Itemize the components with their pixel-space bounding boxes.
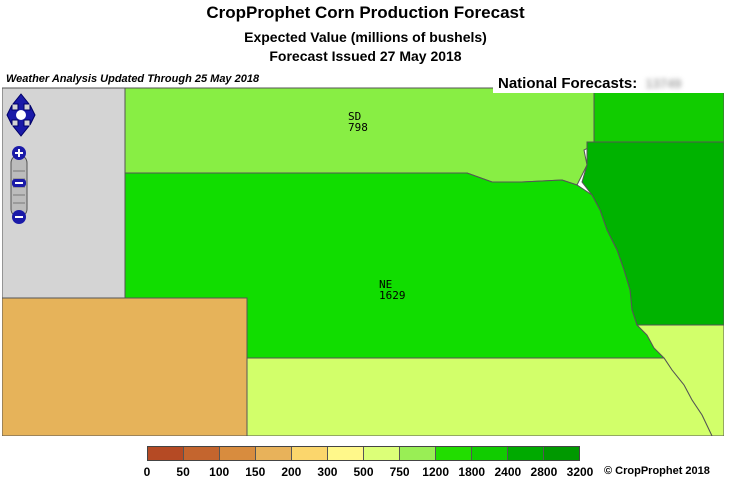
legend-tick-label: 1800: [458, 465, 486, 479]
legend-tick-label: 200: [281, 465, 302, 479]
legend-swatch: [256, 447, 292, 460]
map-title: CropProphet Corn Production Forecast: [206, 3, 525, 22]
minus-icon: [12, 210, 26, 224]
legend-tick-label: 2800: [530, 465, 558, 479]
legend-tick-label: 1200: [422, 465, 450, 479]
legend-swatch: [148, 447, 184, 460]
state-label-sd: SD 798: [348, 110, 368, 134]
state-colorado: [2, 297, 248, 436]
national-forecast-box: National Forecasts: 13749: [493, 73, 724, 93]
legend-swatch: [544, 447, 579, 460]
legend-swatch: [436, 447, 472, 460]
legend-tick-label: 50: [176, 465, 190, 479]
legend-swatch: [292, 447, 328, 460]
legend-swatch: [472, 447, 508, 460]
copyright: © CropProphet 2018: [604, 465, 710, 477]
pan-arrows-icon[interactable]: [6, 93, 36, 137]
legend-color-bar: [147, 446, 580, 461]
state-kansas: [246, 357, 713, 436]
legend-swatch: [400, 447, 436, 460]
national-forecast-label: National Forecasts:: [498, 75, 638, 92]
weather-analysis-note: Weather Analysis Updated Through 25 May …: [2, 72, 264, 86]
legend-swatch: [220, 447, 256, 460]
state-label-ne: NE 1629: [379, 278, 406, 302]
forecast-issued-date: Forecast Issued 27 May 2018: [269, 48, 462, 64]
zoom-control[interactable]: [8, 145, 30, 225]
legend-swatch: [508, 447, 544, 460]
state-label-co: CO198: [20, 413, 47, 436]
legend-tick-label: 500: [353, 465, 374, 479]
state-minnesota: [593, 87, 724, 143]
legend-tick-label: 300: [317, 465, 338, 479]
national-forecast-value: 13749: [645, 76, 682, 91]
map-subtitle: Expected Value (millions of bushels): [244, 29, 487, 45]
legend-tick-label: 0: [143, 465, 151, 479]
plus-icon: [12, 146, 26, 160]
legend-tick-label: 750: [389, 465, 410, 479]
legend-tick-label: 2400: [494, 465, 522, 479]
legend-swatch: [184, 447, 220, 460]
legend-tick-label: 3200: [566, 465, 594, 479]
legend-tick-label: 100: [209, 465, 230, 479]
legend-tick-label: 150: [245, 465, 266, 479]
minus-icon: [12, 179, 26, 187]
legend-swatch: [364, 447, 400, 460]
legend-swatch: [328, 447, 364, 460]
